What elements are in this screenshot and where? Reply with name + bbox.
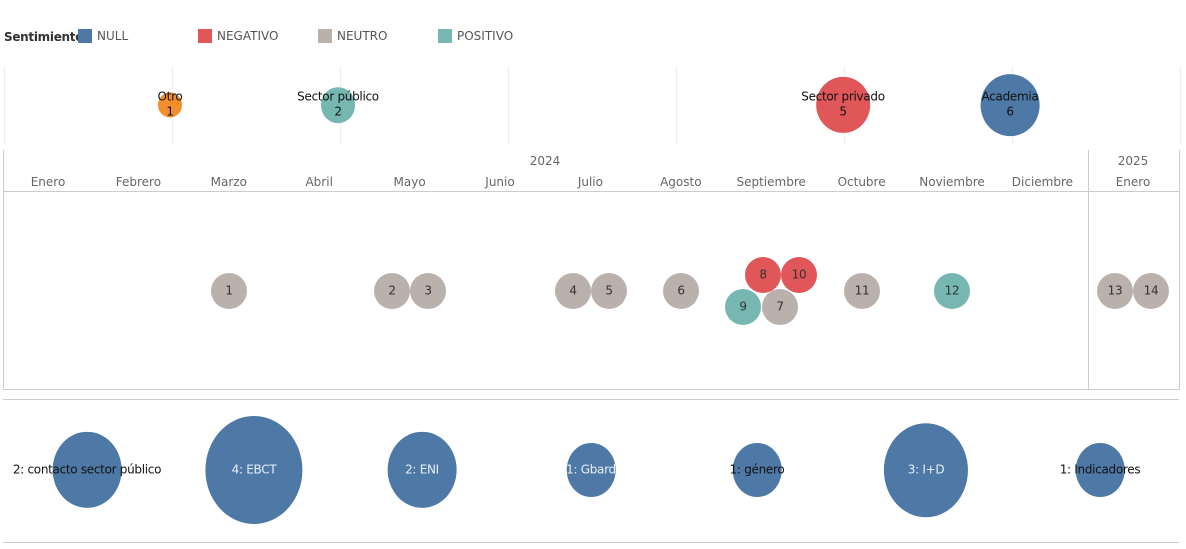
timeline-point[interactable]	[555, 273, 591, 309]
bubble-value: 6	[1006, 104, 1014, 119]
timeline-point[interactable]	[1097, 273, 1133, 309]
legend-swatch	[438, 29, 452, 43]
legend-label: NULL	[97, 29, 129, 43]
timeline-point-label: 6	[677, 283, 685, 298]
month-label: Mayo	[393, 175, 426, 189]
timeline-point[interactable]	[934, 273, 970, 309]
legend-item-null[interactable]: NULL	[78, 29, 128, 43]
timeline-point[interactable]	[663, 273, 699, 309]
month-label: Diciembre	[1011, 175, 1074, 189]
year-label-2024: 2024	[529, 154, 561, 168]
grid-line	[4, 67, 5, 144]
month-label: Junio	[485, 175, 515, 189]
timeline-frame	[3, 150, 1180, 390]
grid-line	[508, 67, 509, 144]
topic-bubble[interactable]	[52, 431, 122, 509]
timeline-point-label: 1	[225, 283, 233, 298]
month-label: Marzo	[210, 175, 247, 189]
legend-item-neutro[interactable]: NEUTRO	[318, 29, 387, 43]
month-label: Septiembre	[736, 175, 806, 189]
month-label: Octubre	[837, 175, 886, 189]
topic-bubble-label: 2: contacto sector público	[12, 462, 162, 477]
topic-bubble[interactable]	[387, 431, 457, 509]
timeline-point[interactable]	[1133, 273, 1169, 309]
timeline-point-label: 11	[854, 283, 870, 298]
timeline-point-label: 5	[605, 283, 613, 298]
timeline-point-label: 7	[776, 299, 784, 314]
month-label: Enero	[1115, 175, 1151, 189]
bubble-label: Academia	[981, 89, 1039, 104]
bubble-sector-privado[interactable]	[816, 76, 870, 134]
bubble-label: Otro	[157, 89, 183, 104]
year-divider	[1088, 150, 1089, 390]
timeline-point[interactable]	[762, 289, 798, 325]
topic-bubble[interactable]	[205, 416, 303, 524]
timeline-point-label: 13	[1107, 283, 1123, 298]
timeline-point-label: 10	[791, 267, 807, 282]
topic-bubble[interactable]	[883, 423, 969, 517]
bubble-academia[interactable]	[980, 74, 1040, 136]
legend-label: NEGATIVO	[217, 29, 279, 43]
topic-bubble-label: 1: Gbard	[566, 462, 616, 477]
month-label: Agosto	[660, 175, 702, 189]
divider	[3, 542, 1179, 543]
timeline-point[interactable]	[745, 257, 781, 293]
legend-item-negativo[interactable]: NEGATIVO	[198, 29, 278, 43]
topic-bubble[interactable]	[732, 443, 782, 497]
timeline-point-label: 9	[739, 299, 747, 314]
timeline-point-label: 12	[944, 283, 960, 298]
divider	[3, 399, 1179, 400]
topic-bubble[interactable]	[1075, 443, 1125, 497]
timeline-point[interactable]	[844, 273, 880, 309]
timeline-header-divider	[3, 191, 1179, 192]
timeline-point-label: 4	[569, 283, 577, 298]
legend-label: POSITIVO	[457, 29, 514, 43]
timeline-point-label: 2	[388, 283, 396, 298]
legend-label: NEUTRO	[337, 29, 388, 43]
timeline-point[interactable]	[591, 273, 627, 309]
legend-swatch	[198, 29, 212, 43]
topic-bubble[interactable]	[566, 443, 616, 497]
bubble-value: 1	[166, 104, 174, 119]
bubble-label: Sector privado	[801, 89, 885, 104]
bubble-sector-público[interactable]	[321, 87, 355, 123]
legend-item-positivo[interactable]: POSITIVO	[438, 29, 513, 43]
timeline-point[interactable]	[781, 257, 817, 293]
topic-bubble-label: 3: I+D	[907, 462, 945, 477]
timeline-point-label: 3	[424, 283, 432, 298]
grid-line	[676, 67, 677, 144]
year-label-2025: 2025	[1117, 154, 1149, 168]
bubble-value: 2	[334, 104, 342, 119]
bubble-value: 5	[839, 104, 847, 119]
legend-title: Sentimiento	[4, 30, 84, 44]
month-label: Noviembre	[919, 175, 985, 189]
timeline-point[interactable]	[211, 273, 247, 309]
topic-bubble-label: 1: Indicadores	[1059, 462, 1141, 477]
month-label: Abril	[305, 175, 333, 189]
bubble-label: Sector público	[297, 89, 379, 104]
legend-swatch	[318, 29, 332, 43]
timeline-point[interactable]	[374, 273, 410, 309]
timeline-point[interactable]	[410, 273, 446, 309]
grid-line	[1180, 67, 1181, 144]
topic-bubble-label: 4: EBCT	[231, 462, 277, 477]
topic-bubble-label: 2: ENI	[405, 462, 439, 477]
month-label: Febrero	[115, 175, 162, 189]
timeline-point[interactable]	[725, 289, 761, 325]
legend-swatch	[78, 29, 92, 43]
bubble-otro[interactable]	[158, 92, 182, 118]
timeline-point-label: 8	[759, 267, 767, 282]
topic-bubble-label: 1: género	[729, 462, 785, 477]
timeline-point-label: 14	[1143, 283, 1159, 298]
month-label: Julio	[577, 175, 603, 189]
month-label: Enero	[30, 175, 66, 189]
